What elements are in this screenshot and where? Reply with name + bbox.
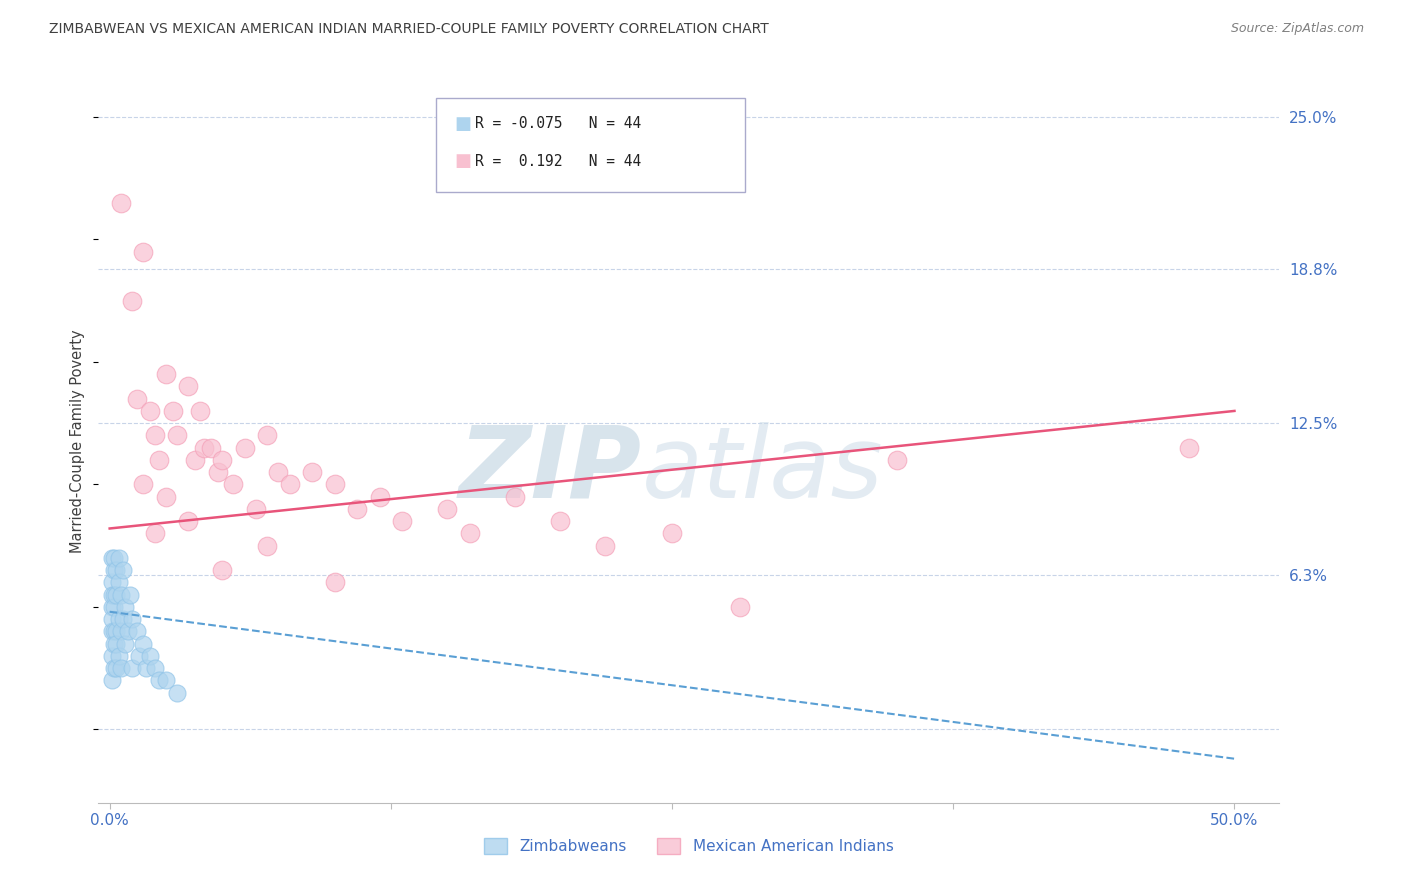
Legend: Zimbabweans, Mexican American Indians: Zimbabweans, Mexican American Indians <box>478 832 900 860</box>
Point <box>125 392 148 406</box>
Point <box>166 685 188 699</box>
Point <box>143 526 166 541</box>
Text: R = -0.075   N = 44: R = -0.075 N = 44 <box>475 117 641 131</box>
Point <box>112 612 135 626</box>
Point <box>323 477 346 491</box>
Point <box>110 624 132 639</box>
Point <box>886 453 908 467</box>
Point <box>661 526 683 541</box>
Point <box>143 428 166 442</box>
Point <box>105 637 128 651</box>
Text: atlas: atlas <box>641 422 883 519</box>
Point <box>458 526 481 541</box>
Point <box>139 648 162 663</box>
Point <box>114 637 136 651</box>
Point <box>1178 441 1201 455</box>
Text: ZIMBABWEAN VS MEXICAN AMERICAN INDIAN MARRIED-COUPLE FAMILY POVERTY CORRELATION : ZIMBABWEAN VS MEXICAN AMERICAN INDIAN MA… <box>49 22 769 37</box>
Point <box>267 465 290 479</box>
Point <box>222 477 245 491</box>
Point <box>125 624 148 639</box>
Point <box>200 441 222 455</box>
Point <box>548 514 571 528</box>
Point <box>105 563 128 577</box>
Point <box>110 195 132 210</box>
Point <box>103 599 125 614</box>
Point <box>177 379 200 393</box>
Point <box>256 428 278 442</box>
Text: Source: ZipAtlas.com: Source: ZipAtlas.com <box>1230 22 1364 36</box>
Point <box>148 453 170 467</box>
Point <box>107 575 129 590</box>
Point <box>101 575 124 590</box>
Point <box>107 648 129 663</box>
Text: ZIP: ZIP <box>458 422 641 519</box>
Text: ■: ■ <box>454 153 471 170</box>
Point <box>346 502 368 516</box>
Point <box>301 465 323 479</box>
Point <box>211 453 233 467</box>
Point <box>128 648 150 663</box>
Point <box>139 404 162 418</box>
Point <box>132 637 155 651</box>
Point <box>112 563 135 577</box>
Point <box>103 550 125 565</box>
Point <box>101 550 124 565</box>
Point <box>107 612 129 626</box>
Point <box>143 661 166 675</box>
Point <box>155 673 177 688</box>
Point <box>177 514 200 528</box>
Point <box>278 477 301 491</box>
Point <box>323 575 346 590</box>
Point <box>148 673 170 688</box>
Text: ■: ■ <box>454 115 471 133</box>
Point <box>121 661 143 675</box>
Point <box>436 502 458 516</box>
Point <box>101 599 124 614</box>
Point <box>101 612 124 626</box>
Y-axis label: Married-Couple Family Poverty: Married-Couple Family Poverty <box>70 330 86 553</box>
Point <box>110 588 132 602</box>
Point <box>233 441 256 455</box>
Point <box>391 514 413 528</box>
Point <box>110 661 132 675</box>
Point <box>155 490 177 504</box>
Point <box>121 293 143 308</box>
Point <box>101 648 124 663</box>
Point <box>193 441 215 455</box>
Text: R =  0.192   N = 44: R = 0.192 N = 44 <box>475 154 641 169</box>
Point <box>162 404 184 418</box>
Point <box>256 539 278 553</box>
Point <box>103 637 125 651</box>
Point <box>155 367 177 381</box>
Point <box>101 673 124 688</box>
Point <box>107 550 129 565</box>
Point <box>101 624 124 639</box>
Point <box>117 624 139 639</box>
Point <box>105 624 128 639</box>
Point <box>245 502 267 516</box>
Point <box>101 588 124 602</box>
Point <box>184 453 207 467</box>
Point <box>105 661 128 675</box>
Point <box>121 612 143 626</box>
Point <box>593 539 616 553</box>
Point <box>188 404 211 418</box>
Point <box>135 661 157 675</box>
Point <box>728 599 751 614</box>
Point <box>103 588 125 602</box>
Point <box>211 563 233 577</box>
Point <box>368 490 391 504</box>
Point <box>503 490 526 504</box>
Point <box>103 624 125 639</box>
Point <box>118 588 141 602</box>
Point <box>207 465 229 479</box>
Point <box>105 588 128 602</box>
Point <box>114 599 136 614</box>
Point <box>103 661 125 675</box>
Point <box>103 563 125 577</box>
Point <box>132 244 155 259</box>
Point <box>132 477 155 491</box>
Point <box>166 428 188 442</box>
